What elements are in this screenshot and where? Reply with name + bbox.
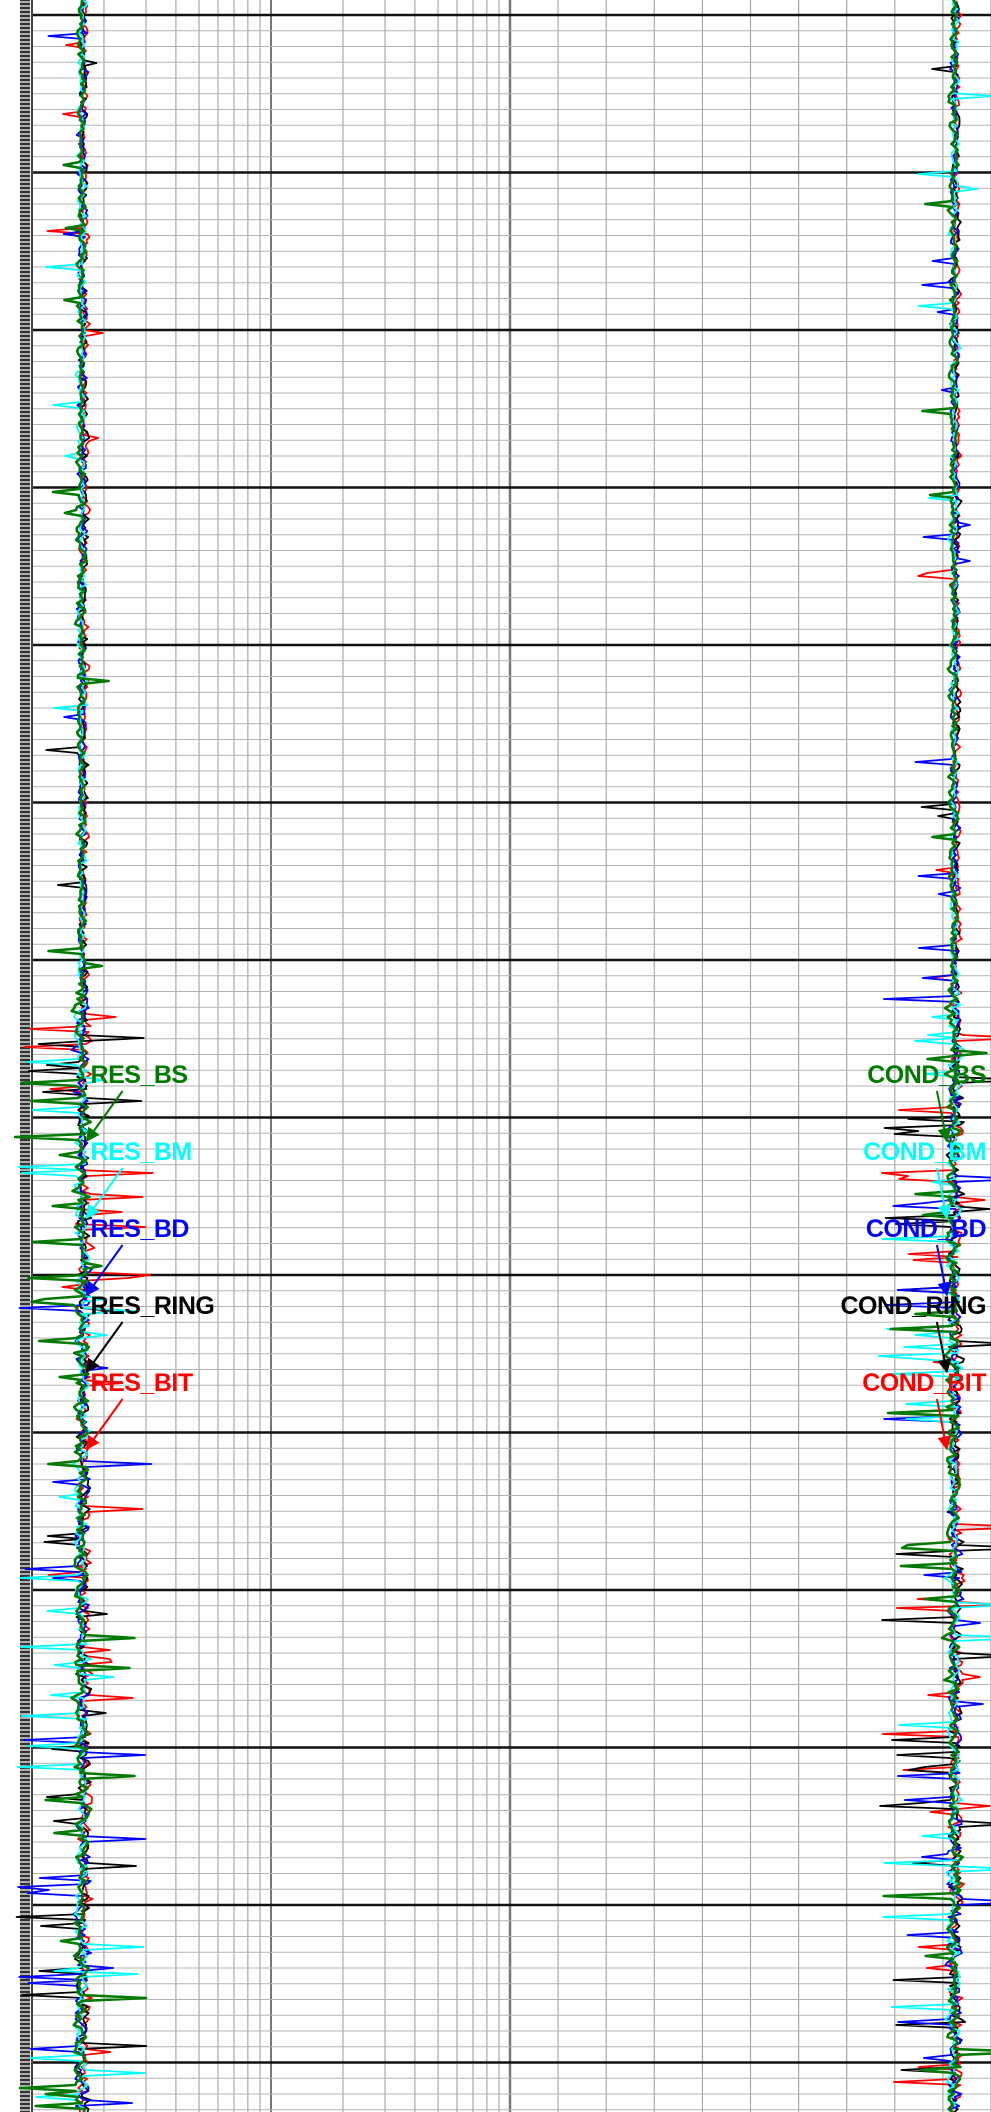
label-arrow	[935, 1244, 952, 1297]
label-arrow	[85, 1244, 124, 1297]
label-res-bd: RES_BD	[91, 1215, 189, 1243]
depth-ruler-ticks	[20, 1, 30, 2111]
curve-cond-bs	[882, 0, 991, 2112]
curve-res-bs	[13, 0, 148, 2112]
label-cond-bm: COND_BM	[863, 1138, 986, 1166]
label-res-bm: RES_BM	[91, 1138, 192, 1166]
label-arrow	[935, 1167, 952, 1220]
label-res-bs: RES_BS	[91, 1061, 188, 1089]
chart-grid	[20, 0, 991, 2112]
label-cond-bd: COND_BD	[866, 1215, 986, 1243]
label-res-bit: RES_BIT	[91, 1369, 193, 1397]
label-arrow	[935, 1090, 952, 1143]
label-arrow	[935, 1398, 952, 1451]
label-arrow	[85, 1398, 124, 1451]
label-arrow	[85, 1090, 124, 1143]
curve-labels: RES_BS RES_BM RES_BD RES_RING RES_BIT COND_BS…	[85, 1061, 987, 1451]
depth-ruler-strip	[20, 0, 30, 2112]
label-arrow	[85, 1321, 124, 1374]
label-arrow	[935, 1321, 952, 1374]
label-arrow	[85, 1167, 124, 1220]
label-cond-ring: COND_RING	[840, 1292, 986, 1320]
label-cond-bit: COND_BIT	[862, 1369, 986, 1397]
label-res-ring: RES_RING	[91, 1292, 215, 1320]
curve-traces	[13, 0, 991, 2112]
label-cond-bs: COND_BS	[867, 1061, 986, 1089]
